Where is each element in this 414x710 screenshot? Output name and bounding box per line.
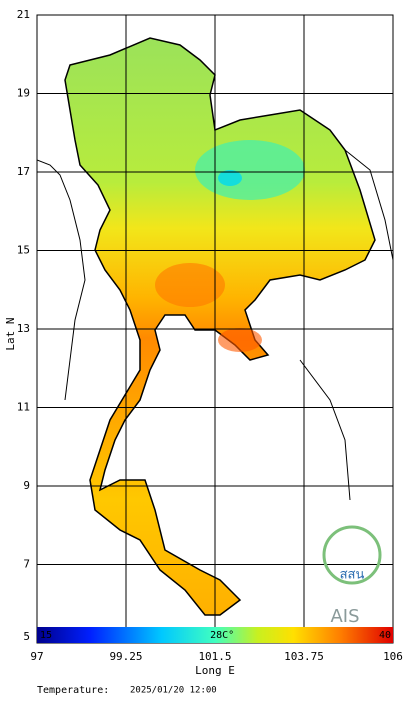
y-tick-label: 5 [23,630,30,643]
y-tick-label: 17 [17,165,30,178]
colorbar [37,627,393,643]
logo-ring [322,525,382,585]
thailand [64,37,376,616]
x-axis-label: Long E [195,664,235,677]
y-tick-label: 9 [23,479,30,492]
x-tick-label: 106 [383,650,403,663]
colorbar-tick-label: 15 [40,630,52,641]
footer-label: Temperature: [37,685,109,696]
y-tick-label: 15 [17,244,30,257]
x-tick-label: 101.5 [198,650,231,663]
footer-time: 2025/01/20 12:00 [130,686,217,696]
colorbar-tick-label: 28C° [210,630,234,641]
x-tick-label: 99.25 [109,650,142,663]
logo-text: สสน [340,568,365,583]
y-tick-label: 19 [17,87,30,100]
hot-area [218,328,262,352]
cool-spot [218,170,242,186]
cool-area [195,140,305,200]
border [344,149,393,261]
border [37,159,86,401]
land [37,37,393,616]
x-tick-label: 97 [30,650,43,663]
x-tick-label: 103.75 [284,650,324,663]
y-tick-label: 11 [17,401,30,414]
logo-text: AIS [330,606,359,627]
colorbar-tick-label: 40 [379,630,391,641]
hot-area [155,263,225,307]
y-tick-label: 7 [23,558,30,571]
y-axis-label: Lat N [4,317,17,350]
y-tick-label: 13 [17,322,30,335]
coast [299,359,351,501]
y-tick-label: 21 [17,8,30,21]
